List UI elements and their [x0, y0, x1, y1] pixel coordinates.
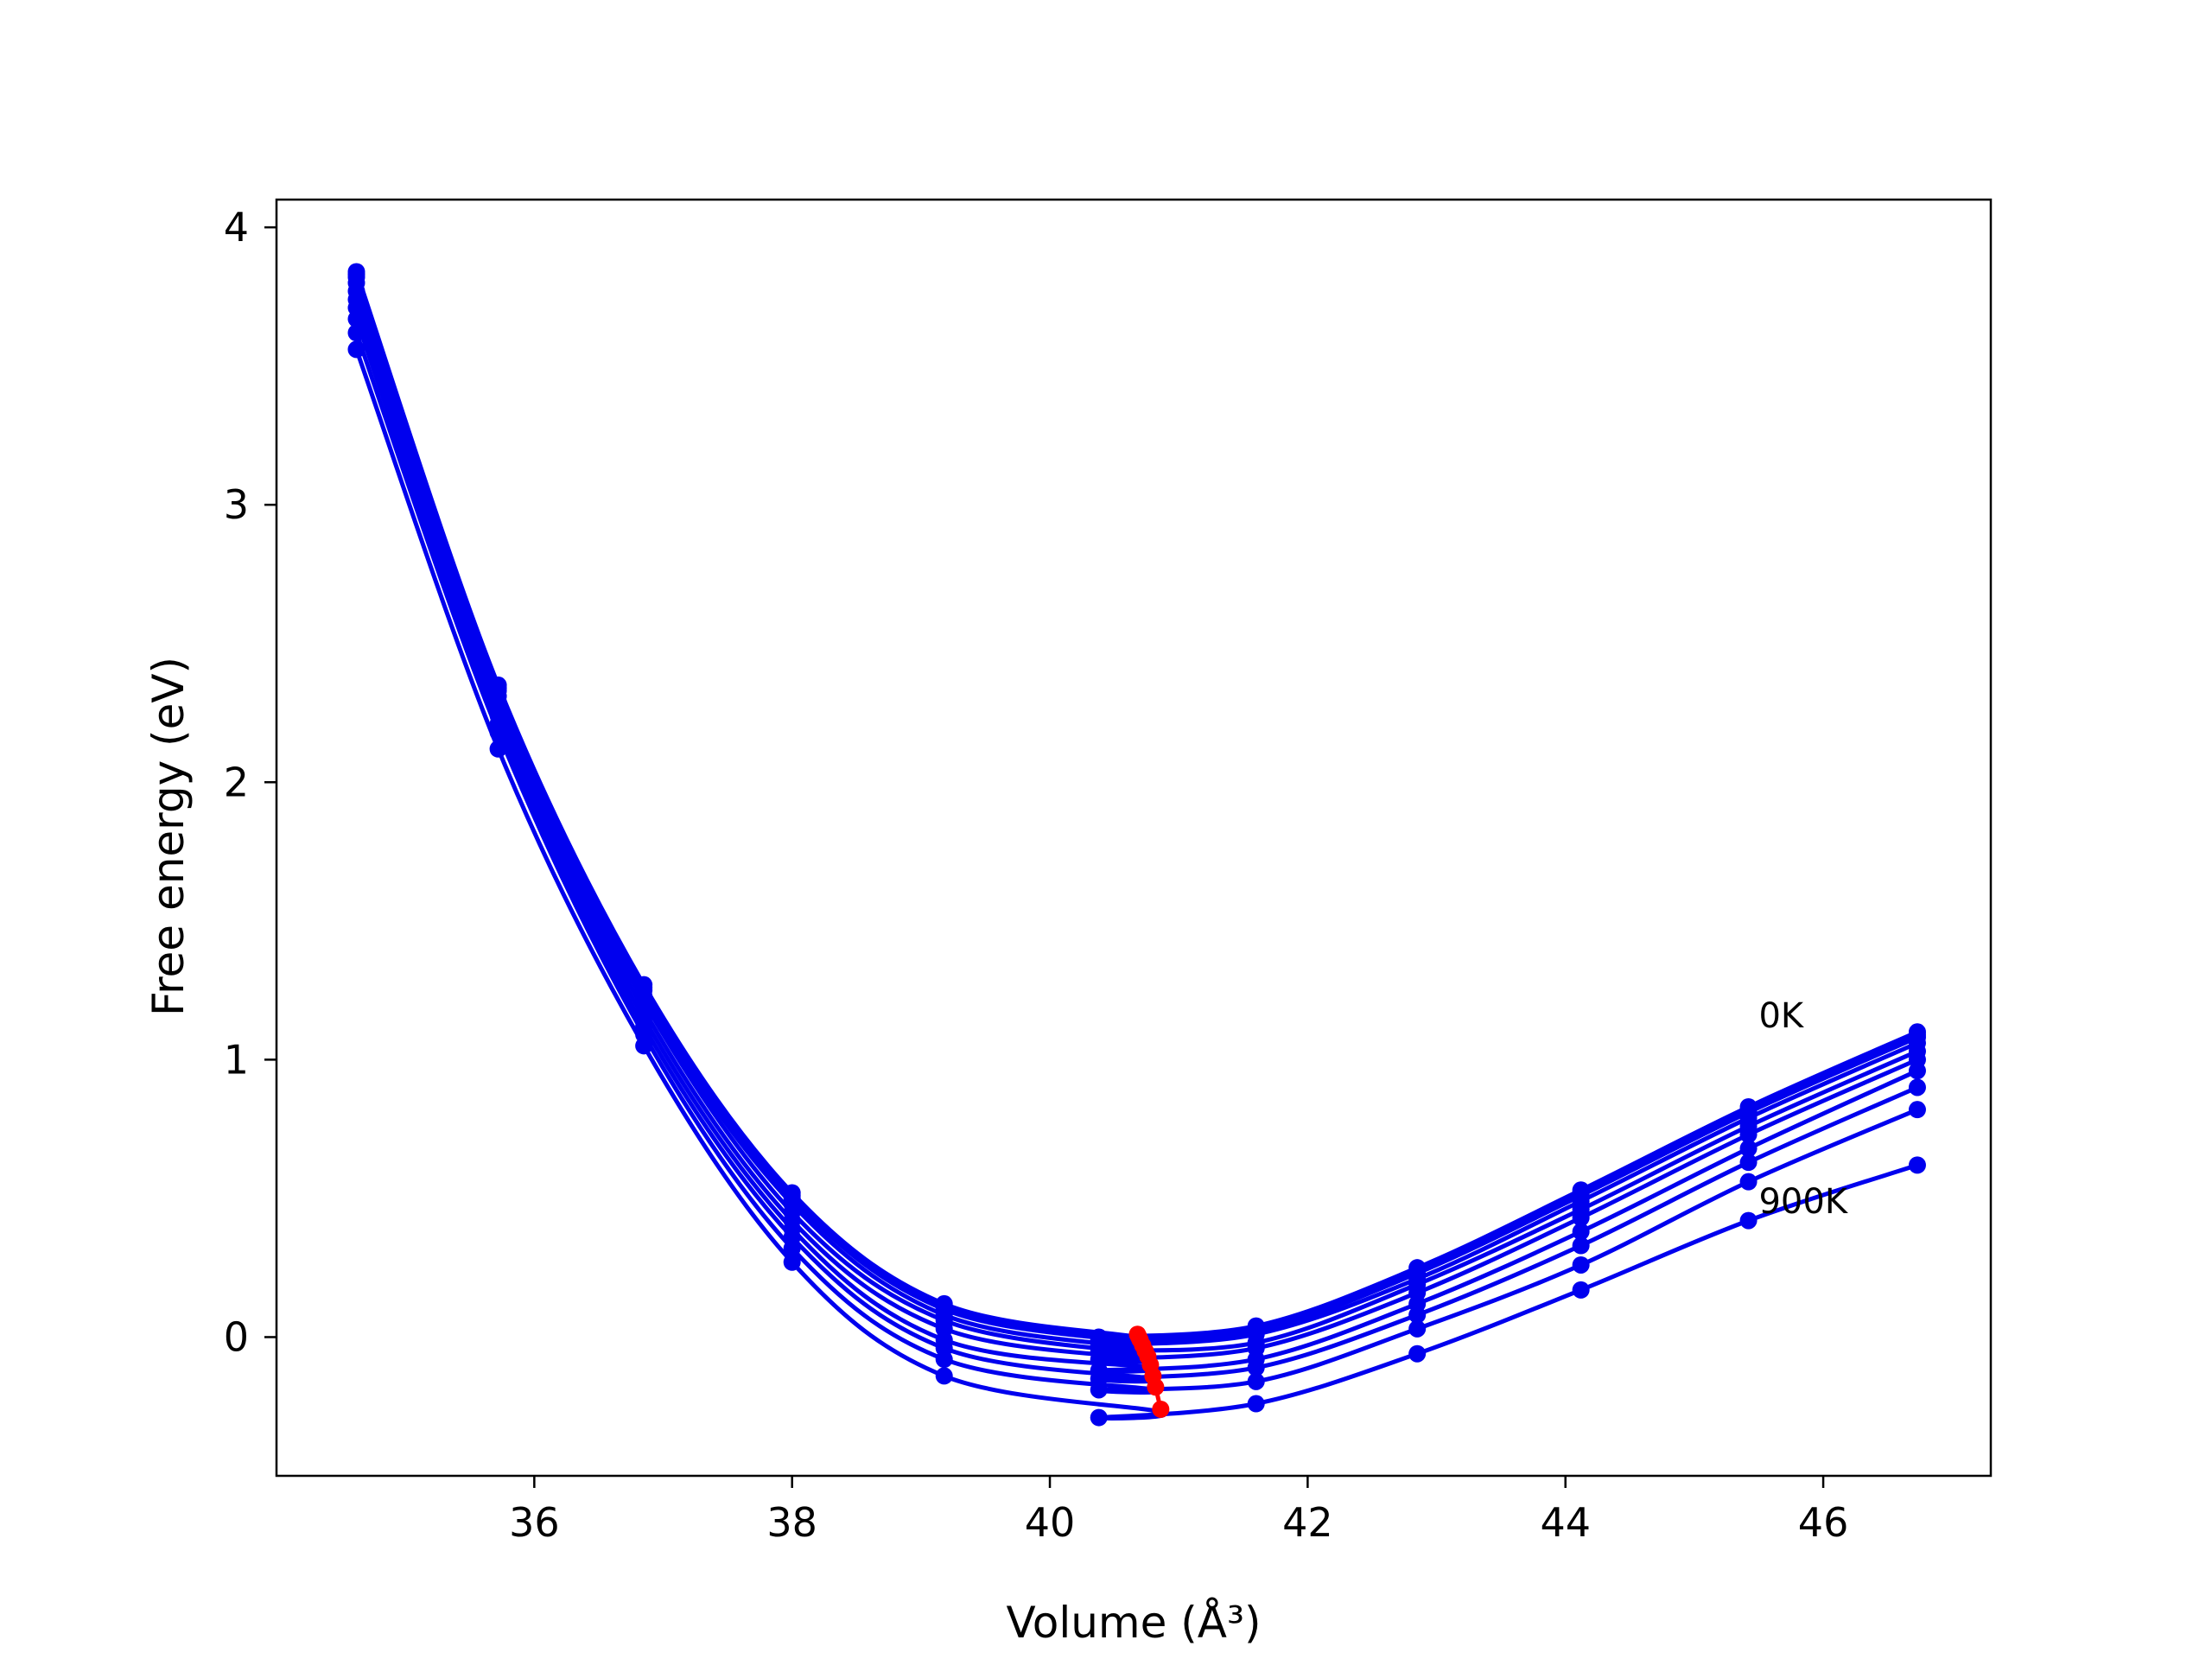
data-point [1408, 1319, 1427, 1338]
y-tick-label: 1 [224, 1036, 249, 1083]
x-axis-label: Volume (Å³) [1006, 1598, 1261, 1648]
data-point [1572, 1255, 1590, 1274]
data-point [1739, 1173, 1758, 1191]
x-tick-label: 40 [1025, 1499, 1076, 1546]
y-tick-label: 4 [224, 204, 249, 251]
data-point [935, 1367, 953, 1385]
data-point [347, 310, 365, 328]
data-point [1408, 1344, 1427, 1363]
data-point [783, 1253, 801, 1271]
x-tick-label: 36 [509, 1499, 560, 1546]
minimum-point [1152, 1400, 1170, 1418]
data-point [1572, 1209, 1590, 1227]
y-tick-label: 0 [224, 1313, 249, 1360]
data-point [1739, 1140, 1758, 1158]
y-tick-label: 2 [224, 759, 249, 805]
data-point [1247, 1395, 1265, 1413]
x-tick-label: 38 [766, 1499, 817, 1546]
y-tick-label: 3 [224, 481, 249, 528]
data-point [1090, 1408, 1108, 1427]
data-point [1739, 1211, 1758, 1230]
axis-ticks: 36 38 40 42 44 46 0 1 2 3 4 [224, 204, 1849, 1546]
x-tick-label: 46 [1798, 1499, 1849, 1546]
data-point [347, 340, 365, 359]
data-point [1572, 1281, 1590, 1299]
data-point [1408, 1306, 1427, 1324]
axes-frame [275, 198, 1993, 1478]
data-point [1908, 1101, 1926, 1119]
annotations: 0K 900K [1758, 996, 1848, 1222]
x-tick-label: 42 [1282, 1499, 1333, 1546]
data-point [1247, 1372, 1265, 1390]
temperature-annotation-0: 0K [1758, 996, 1804, 1036]
data-point [635, 1037, 653, 1055]
data-point [935, 1351, 953, 1369]
minimum-point [1147, 1378, 1165, 1396]
data-point [1572, 1236, 1590, 1255]
data-point [1739, 1126, 1758, 1144]
data-point [1908, 1078, 1926, 1096]
data-point [489, 740, 507, 758]
data-point [347, 324, 365, 342]
data-point [1090, 1381, 1108, 1399]
data-point [489, 723, 507, 741]
temperature-annotation-1: 900K [1758, 1182, 1848, 1222]
data-point [1572, 1223, 1590, 1241]
data-point [1908, 1156, 1926, 1174]
x-tick-label: 44 [1540, 1499, 1591, 1546]
plot-area [347, 263, 1926, 1427]
data-point [1247, 1358, 1265, 1376]
data-point [1908, 1062, 1926, 1080]
y-axis-label: Free energy (eV) [143, 657, 194, 1016]
data-point [1739, 1154, 1758, 1172]
data-point [783, 1239, 801, 1257]
